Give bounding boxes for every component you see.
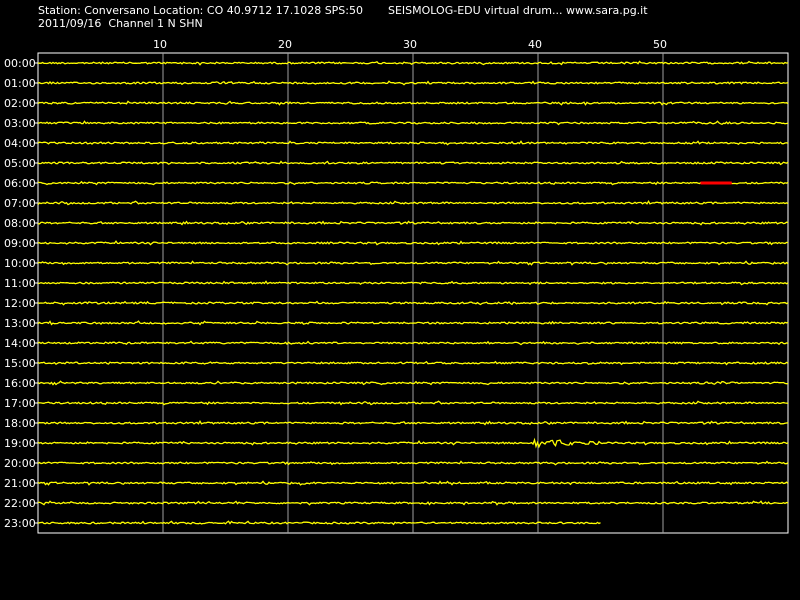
trace-1000 [37, 260, 789, 266]
trace-0000 [38, 60, 789, 66]
x-tick-label: 20 [278, 38, 292, 51]
trace-0400 [37, 140, 789, 146]
trace-1400 [37, 340, 789, 346]
hour-label: 21:00 [4, 477, 36, 490]
hour-label: 20:00 [4, 457, 36, 470]
station-info: Station: Conversano Location: CO 40.9712… [38, 4, 363, 17]
trace-2300 [37, 520, 601, 526]
trace-0900 [38, 240, 789, 246]
hour-label: 02:00 [4, 97, 36, 110]
hour-label: 08:00 [4, 217, 36, 230]
x-tick-label: 10 [153, 38, 167, 51]
date-channel-info: 2011/09/16 Channel 1 N SHN [38, 17, 203, 30]
trace-1200 [37, 300, 789, 306]
trace-0100 [37, 80, 789, 86]
hour-label: 11:00 [4, 277, 36, 290]
trace-1300 [37, 320, 789, 326]
hour-label: 03:00 [4, 117, 36, 130]
trace-1500 [37, 360, 789, 366]
trace-0700 [37, 200, 789, 206]
trace-1900 [37, 437, 789, 449]
hour-label: 07:00 [4, 197, 36, 210]
trace-1600 [37, 380, 789, 386]
x-tick-label: 40 [528, 38, 542, 51]
hour-label: 06:00 [4, 177, 36, 190]
hour-label: 10:00 [4, 257, 36, 270]
hour-label: 09:00 [4, 237, 36, 250]
trace-1100 [37, 280, 789, 286]
hour-label: 05:00 [4, 157, 36, 170]
trace-2200 [37, 500, 789, 506]
app-title: SEISMOLOG-EDU virtual drum... www.sara.p… [388, 4, 648, 17]
hour-label: 23:00 [4, 517, 36, 530]
trace-0800 [37, 220, 789, 226]
trace-0200 [37, 100, 789, 106]
trace-1800 [37, 420, 789, 426]
event-marker [700, 181, 732, 185]
trace-0500 [37, 160, 789, 166]
hour-label: 12:00 [4, 297, 36, 310]
hour-label: 13:00 [4, 317, 36, 330]
hour-label: 17:00 [4, 397, 36, 410]
trace-0300 [37, 120, 789, 126]
trace-2000 [37, 460, 789, 466]
hour-label: 16:00 [4, 377, 36, 390]
trace-0600 [37, 180, 789, 186]
hour-label: 04:00 [4, 137, 36, 150]
hour-label: 19:00 [4, 437, 36, 450]
x-tick-label: 50 [653, 38, 667, 51]
hour-label: 22:00 [4, 497, 36, 510]
hour-label: 14:00 [4, 337, 36, 350]
x-tick-label: 30 [403, 38, 417, 51]
hour-label: 00:00 [4, 57, 36, 70]
trace-2100 [37, 480, 789, 486]
trace-1700 [37, 400, 789, 406]
hour-label: 01:00 [4, 77, 36, 90]
hour-label: 15:00 [4, 357, 36, 370]
hour-label: 18:00 [4, 417, 36, 430]
